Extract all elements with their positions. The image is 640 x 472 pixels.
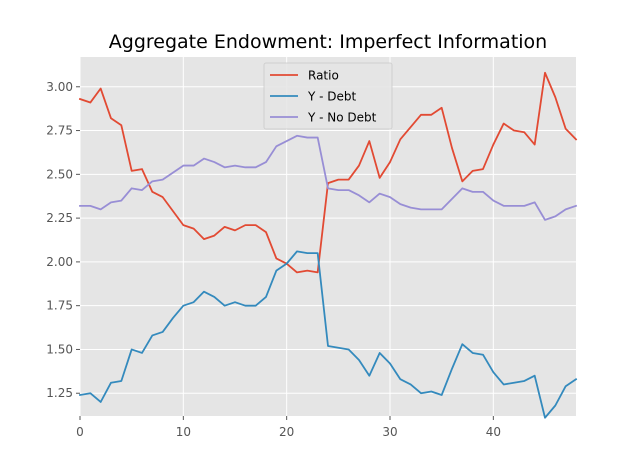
y-tick-label: 1.50 (46, 342, 73, 356)
legend-label: Ratio (308, 69, 339, 83)
legend-label: Y - No Debt (307, 111, 377, 125)
y-tick-label: 2.75 (46, 124, 73, 138)
legend-label: Y - Debt (307, 90, 357, 104)
y-tick-label: 2.50 (46, 167, 73, 181)
legend-box (263, 62, 393, 130)
x-tick-label: 40 (486, 425, 501, 439)
series-line-ratio (78, 71, 578, 274)
y-tick-label: 3.00 (46, 80, 73, 94)
series-line-y-no-debt (79, 134, 578, 221)
series-lines (78, 71, 578, 419)
y-tick-label: 1.75 (46, 299, 73, 313)
series-line-y-debt (78, 250, 578, 419)
chart-title: Aggregate Endowment: Imperfect Informati… (109, 31, 547, 53)
x-tick-label: 20 (279, 425, 294, 439)
y-tick-label: 1.25 (46, 386, 73, 400)
y-tick-label: 2.00 (46, 255, 73, 269)
x-tick-label: 10 (176, 425, 191, 439)
y-tick-label: 2.25 (46, 211, 73, 225)
legend: Ratio Y - Debt Y - No Debt (263, 62, 393, 130)
x-tick-label: 30 (382, 425, 397, 439)
axis-ticks: 0 10 20 30 40 1.25 1.50 1.75 2.00 2.25 2.50 2.75 3.0… (46, 80, 501, 439)
x-tick-label: 0 (76, 425, 84, 439)
